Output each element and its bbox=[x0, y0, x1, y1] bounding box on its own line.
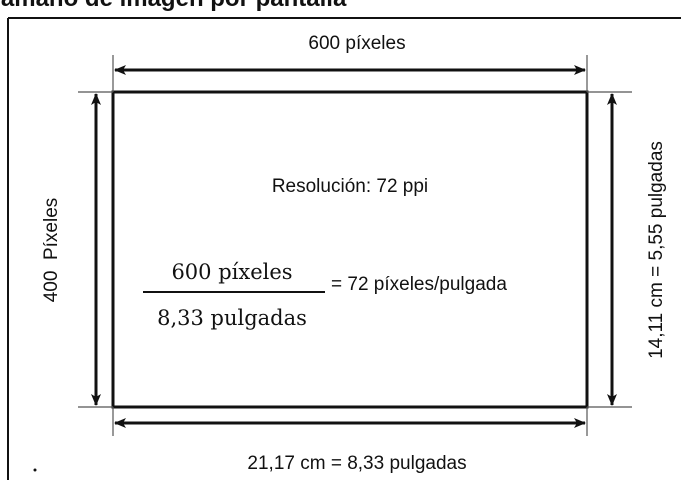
arrows bbox=[91, 65, 617, 428]
denominator: 8,33 pulgadas bbox=[157, 306, 307, 330]
bottom-label: 21,17 cm = 8,33 pulgadas bbox=[247, 453, 466, 474]
result: = 72 píxeles/pulgada bbox=[331, 274, 507, 295]
frame bbox=[7, 17, 681, 480]
extension-lines bbox=[78, 55, 632, 436]
title: Tamaño de imagen por pantalla bbox=[0, 0, 347, 12]
dot bbox=[33, 468, 37, 472]
right-label: 14,11 cm = 5,55 pulgadas bbox=[646, 141, 667, 359]
resolution: Resolución: 72 ppi bbox=[272, 176, 428, 197]
numerator: 600 píxeles bbox=[171, 260, 292, 284]
top-label: 600 píxeles bbox=[308, 33, 405, 54]
left-label: 400 Píxeles bbox=[41, 198, 62, 303]
image-rect bbox=[111, 90, 589, 409]
